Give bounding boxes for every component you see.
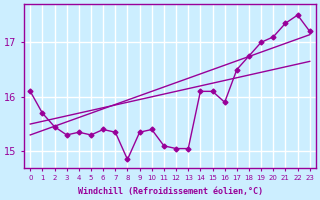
X-axis label: Windchill (Refroidissement éolien,°C): Windchill (Refroidissement éolien,°C) [77, 187, 262, 196]
